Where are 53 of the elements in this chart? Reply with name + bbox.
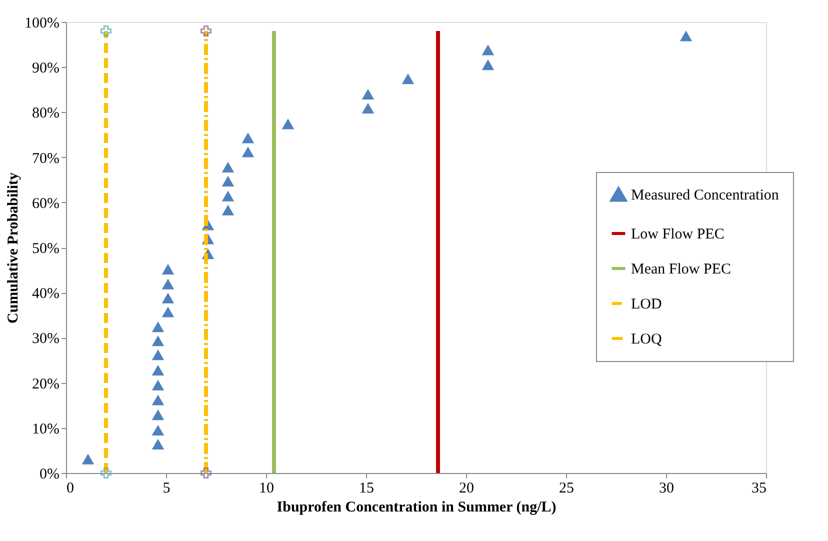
point [242, 146, 254, 158]
x-tick-label: 20 [459, 480, 474, 496]
point [162, 278, 174, 290]
x-tick-label: 15 [359, 480, 374, 496]
y-tick-label: 40% [32, 286, 60, 302]
point [222, 162, 234, 173]
point [242, 132, 254, 144]
point [152, 322, 164, 332]
point [162, 264, 174, 274]
point [152, 380, 164, 390]
y-tick-label: 20% [32, 376, 60, 392]
x-tick-label: 25 [559, 480, 574, 496]
point [152, 424, 164, 436]
x-tick-label: 0 [66, 480, 74, 496]
point [152, 438, 164, 450]
y-tick-label: 60% [32, 196, 60, 212]
x-tick-label: 30 [659, 480, 674, 496]
y-tick-label: 100% [24, 16, 60, 32]
point [222, 176, 234, 187]
point [152, 364, 164, 376]
y-tick-label: 30% [32, 331, 60, 348]
legend-label: Low Flow PEC [631, 226, 724, 242]
point [152, 410, 164, 420]
point [222, 204, 234, 216]
x-tick-label: 10 [259, 480, 274, 496]
point [152, 350, 164, 360]
y-tick-label: 70% [32, 150, 60, 167]
y-tick-label: 80% [32, 106, 60, 122]
point [162, 292, 174, 304]
legend-label: LOQ [631, 332, 662, 348]
x-axis-title: Ibuprofen Concentration in Summer (ng/L) [276, 500, 556, 516]
legend-label: LOD [631, 296, 662, 312]
point [222, 190, 234, 202]
legend-label: Mean Flow PEC [631, 262, 732, 278]
y-tick-label: 90% [32, 60, 60, 77]
point [680, 30, 692, 42]
y-axis-title: Cumulative Probability [6, 172, 22, 324]
x-tick-label: 5 [162, 480, 170, 496]
point [362, 102, 374, 114]
legend-label: Measured Concentration [631, 188, 780, 204]
point [152, 336, 164, 346]
point [482, 44, 494, 56]
point [82, 454, 94, 464]
point [162, 306, 174, 318]
point [282, 118, 294, 130]
y-tick-label: 0% [40, 466, 60, 482]
y-tick-label: 50% [32, 241, 60, 257]
point [482, 60, 494, 70]
y-tick-label: 10% [32, 421, 60, 438]
point [362, 88, 374, 100]
x-tick-label: 35 [752, 480, 766, 496]
point [402, 74, 414, 84]
point [152, 394, 164, 406]
